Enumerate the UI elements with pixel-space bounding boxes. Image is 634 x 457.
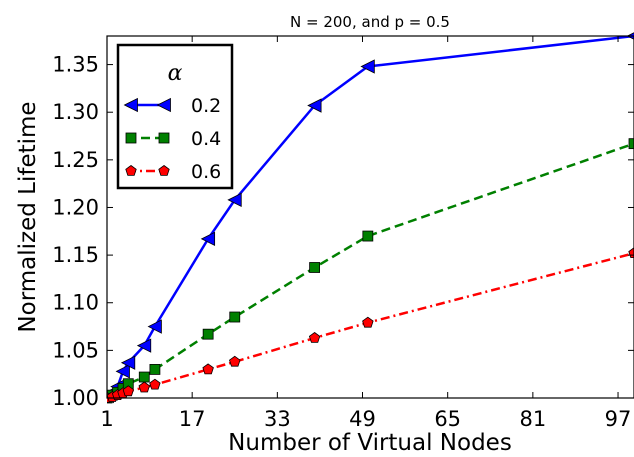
x-axis-label: Number of Virtual Nodes: [228, 430, 512, 456]
legend-label-2: 0.6: [191, 161, 221, 183]
series-0-point: [227, 192, 242, 207]
series-1-point: [138, 371, 150, 383]
series-2-point: [628, 247, 634, 259]
series-2-point: [229, 355, 241, 367]
x-tick-label: 65: [434, 407, 461, 431]
y-axis-label: Normalized Lifetime: [15, 101, 41, 332]
x-tick-label: 81: [519, 407, 546, 431]
series-0-point: [360, 59, 375, 74]
legend: α 0.2 0.4 0.6: [116, 43, 234, 190]
series-0-point: [307, 98, 322, 113]
series-2-point: [362, 316, 374, 328]
series-2-point: [149, 378, 161, 390]
series-2-point: [122, 385, 134, 397]
x-tick-label: 49: [349, 407, 376, 431]
chart-title: N = 200, and p = 0.5: [290, 13, 450, 31]
series-2-point: [138, 381, 150, 393]
y-tick-label: 1.05: [52, 338, 99, 362]
y-tick-label: 1.10: [52, 291, 99, 315]
legend-marker-2: [158, 165, 170, 176]
series-1-point: [309, 262, 321, 273]
x-tick-label: 97: [605, 407, 632, 431]
y-tick-label: 1.00: [52, 386, 99, 410]
series-0-point: [136, 338, 152, 353]
legend-frame: [116, 43, 234, 190]
legend-title: α: [168, 61, 183, 86]
series-1-point: [628, 138, 634, 150]
legend-label-1: 0.4: [191, 128, 221, 150]
y-tick-label: 1.20: [52, 195, 99, 219]
y-tick-label: 1.30: [52, 100, 99, 124]
legend-marker-1: [158, 132, 170, 144]
series-2-point: [202, 363, 214, 375]
series-1-point: [362, 230, 374, 242]
plot-frame: [106, 35, 634, 399]
y-tick-label: 1.35: [52, 53, 99, 77]
legend-marker-1: [125, 132, 137, 144]
y-tick-label: 1.25: [52, 148, 99, 172]
legend-marker-2: [125, 165, 137, 176]
legend-marker-0: [156, 97, 171, 113]
y-tick-label: 1.15: [52, 243, 99, 267]
x-tick-label: 17: [179, 407, 206, 431]
series-1-point: [229, 311, 241, 323]
x-tick-label: 33: [264, 407, 291, 431]
series-0-point: [115, 364, 130, 379]
series-0-point: [200, 231, 216, 247]
series-2-point: [308, 332, 321, 343]
series-1-point: [202, 328, 214, 340]
x-tick-label: 1: [100, 407, 113, 431]
series-0-point: [120, 355, 136, 370]
legend-marker-0: [123, 97, 138, 113]
series-0-point: [147, 319, 162, 334]
series-1-point: [149, 364, 161, 375]
legend-label-0: 0.2: [191, 95, 221, 117]
